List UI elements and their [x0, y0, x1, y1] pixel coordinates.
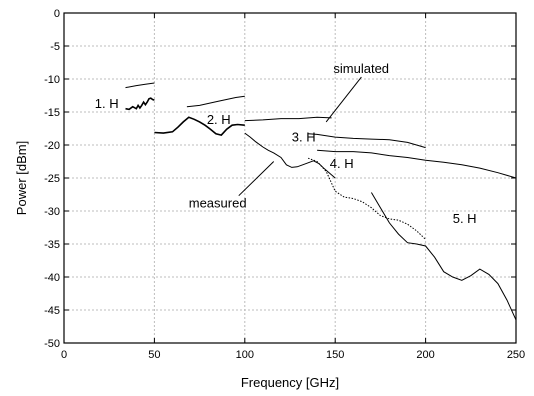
pointer-measured	[238, 161, 275, 197]
axis-ticks: 0 50 100 150 200 250 0 -5 -10 -15 -20 -25 -30 -35 -40 -…	[44, 8, 525, 361]
y-tick-label: -10	[44, 74, 60, 86]
simulated-harmonic-3-line	[244, 116, 332, 122]
pointer-simulated	[325, 76, 362, 123]
x-tick-label: 100	[236, 349, 254, 361]
annotation-h1: 1. H	[95, 96, 119, 111]
y-tick-label: -15	[44, 107, 60, 119]
y-tick-label: -20	[44, 140, 60, 152]
simulated-harmonic-5-line	[317, 149, 517, 179]
series-group	[125, 82, 517, 321]
x-axis-title: Frequency [GHz]	[241, 375, 339, 390]
y-tick-label: -40	[44, 272, 60, 284]
x-tick-label: 50	[148, 349, 160, 361]
grid	[64, 13, 516, 343]
y-tick-label: -25	[44, 173, 60, 185]
x-tick-label: 200	[416, 349, 434, 361]
y-tick-label: -45	[44, 305, 60, 317]
x-tick-label: 0	[61, 349, 67, 361]
simulated-harmonic-1-line	[125, 82, 155, 89]
measured-harmonic-5-line	[370, 192, 517, 321]
y-tick-label: -50	[44, 338, 60, 350]
annotation-h4: 4. H	[330, 156, 354, 171]
annotation-h3: 3. H	[292, 130, 316, 145]
annotation-simulated: simulated	[333, 61, 389, 76]
y-axis-title: Power [dBm]	[14, 141, 29, 215]
measured-harmonic-4-line	[307, 157, 426, 240]
annotation-labels: 1. H 2. H 3. H 4. H 5. H simulated measured	[95, 61, 477, 226]
simulated-harmonic-2-line	[186, 95, 245, 108]
y-tick-label: -5	[50, 41, 60, 53]
y-tick-label: -30	[44, 206, 60, 218]
y-tick-label: -35	[44, 239, 60, 251]
measured-harmonic-1-line	[125, 97, 155, 111]
annotation-pointers	[238, 76, 362, 197]
x-tick-label: 150	[326, 349, 344, 361]
annotation-h2: 2. H	[207, 112, 231, 127]
measured-harmonic-3-line	[244, 132, 336, 179]
x-tick-label: 250	[507, 349, 525, 361]
measured-harmonic-2-line	[154, 116, 245, 136]
annotation-measured: measured	[189, 196, 247, 211]
simulated-harmonic-4-line	[308, 133, 426, 149]
annotation-h5: 5. H	[453, 211, 477, 226]
y-tick-label: 0	[54, 8, 60, 20]
